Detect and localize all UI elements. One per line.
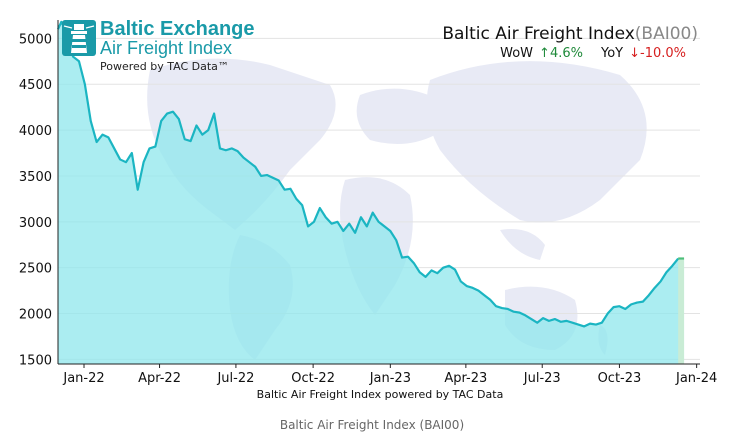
logo-powered-by: Powered by TAC Data™ [100,60,229,73]
chart-title-main: Baltic Air Freight Index [442,24,634,44]
x-tick-label: Jan-22 [62,371,104,386]
x-tick-labels: Jan-22 Apr-22 Jul-22 Oct-22 Jan-23 Apr-23 Jul-… [62,371,717,386]
x-axis-label: Baltic Air Freight Index powered by TAC … [257,388,504,401]
y-tick-label: 2000 [19,308,52,323]
y-tick-labels: 1500 2000 2500 3000 3500 4000 4500 5000 [19,32,52,368]
y-tick-label: 1500 [19,353,52,368]
chart-title-code: (BAI00) [635,24,698,44]
axes [57,20,700,368]
y-tick-label: 3000 [19,216,52,231]
x-tick-label: Jul-22 [216,371,254,386]
yoy-down-arrow-icon: ↓ [629,46,640,61]
x-tick-label: Jul-23 [523,371,561,386]
figure-caption: Baltic Air Freight Index (BAI00) [279,418,465,432]
series-line [56,20,680,328]
x-tick-label: Oct-23 [598,371,642,386]
chart-title: Baltic Air Freight Index(BAI00) [442,24,698,44]
change-stats: WoW ↑4.6% YoY ↓-10.0% [500,46,686,61]
lighthouse-icon [62,20,96,56]
y-tick-label: 4500 [19,78,52,93]
x-tick-label: Jan-23 [369,371,411,386]
area-fill [58,21,685,365]
wow-up-arrow-icon: ↑ [539,46,550,61]
logo-title: Baltic Exchange [100,18,255,40]
x-tick-label: Apr-22 [138,371,181,386]
baltic-exchange-logo: Baltic Exchange Air Freight Index Powere… [62,18,255,73]
x-tick-label: Apr-23 [444,371,487,386]
y-tick-label: 2500 [19,262,52,277]
area-layer [56,20,685,365]
wow-value: 4.6% [550,46,583,61]
last-week-fill [678,258,685,364]
y-tick-label: 4000 [19,124,52,139]
wow-label: WoW [500,46,533,61]
x-tick-label: Oct-22 [291,371,335,386]
yoy-label: YoY [600,46,623,61]
y-tick-label: 3500 [19,170,52,185]
yoy-value: -10.0% [640,46,686,61]
logo-subtitle: Air Freight Index [100,38,232,58]
x-tick-label: Jan-24 [675,371,717,386]
y-tick-label: 5000 [19,32,52,47]
